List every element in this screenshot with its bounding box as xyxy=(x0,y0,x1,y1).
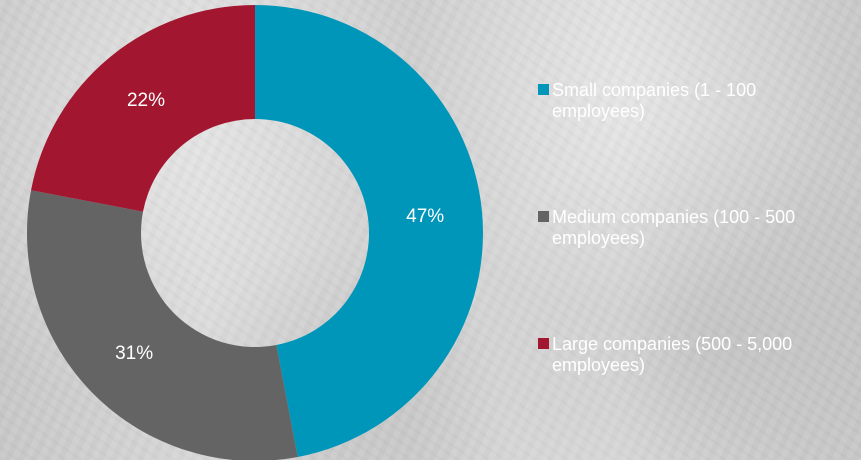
donut-slice-large xyxy=(31,5,255,212)
slice-label-medium: 31% xyxy=(115,343,153,364)
legend-swatch-large xyxy=(538,338,549,349)
legend-item-medium: Medium companies (100 - 500 employees) xyxy=(538,207,848,253)
legend-label-large-line2: employees) xyxy=(552,355,646,375)
legend-label-medium-line1: Medium companies (100 - 500 xyxy=(552,207,796,227)
chart-legend: Small companies (1 - 100 employees) Medi… xyxy=(538,80,848,380)
donut-slice-medium xyxy=(27,190,298,460)
legend-item-large: Large companies (500 - 5,000 employees) xyxy=(538,334,848,380)
legend-swatch-medium xyxy=(538,211,549,222)
legend-label-medium-line2: employees) xyxy=(552,228,646,248)
donut-slice-small xyxy=(255,5,483,457)
legend-label-large-line1: Large companies (500 - 5,000 xyxy=(552,334,793,354)
legend-item-small: Small companies (1 - 100 employees) xyxy=(538,80,848,126)
legend-swatch-small xyxy=(538,84,549,95)
legend-label-small-line1: Small companies (1 - 100 xyxy=(552,80,757,100)
legend-label-small-line2: employees) xyxy=(552,101,646,121)
slice-label-small: 47% xyxy=(406,206,444,227)
slice-label-large: 22% xyxy=(127,90,165,111)
